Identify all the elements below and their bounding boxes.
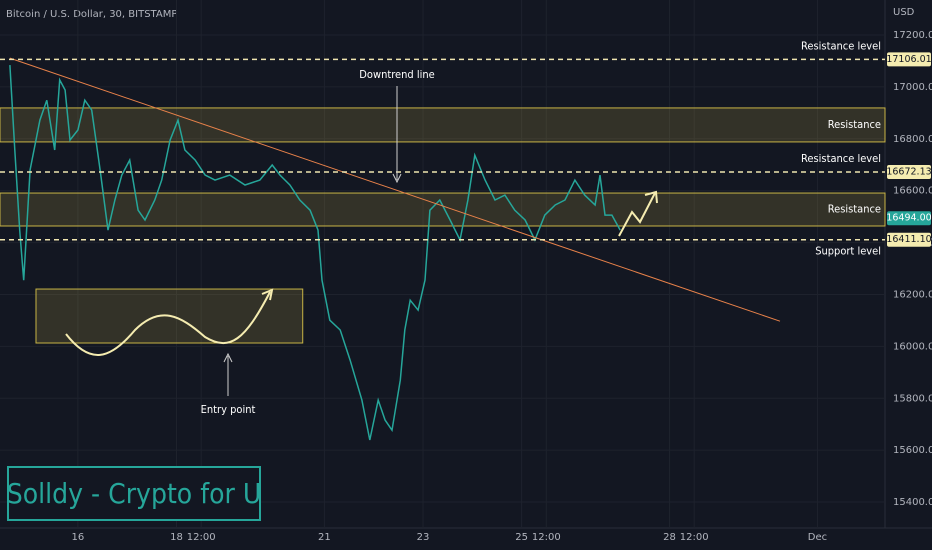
level-price: 17106.01 (886, 54, 931, 65)
x-tick-label: 25 (515, 532, 528, 543)
level-price-box (887, 164, 931, 179)
level-label: Support level (815, 245, 881, 258)
y-tick-label: 15600.00 (893, 445, 932, 456)
x-tick-label: Dec (808, 532, 827, 543)
level-price: 16411.10 (886, 234, 931, 245)
x-tick-label: 23 (417, 532, 430, 543)
chart-title: Bitcoin / U.S. Dollar, 30, BITSTAMP (6, 9, 177, 20)
y-tick-label: 16600.00 (893, 186, 932, 197)
zone-label: Resistance (828, 118, 881, 131)
x-tick-label: 12:00 (680, 532, 709, 543)
y-tick-label: 16800.00 (893, 134, 932, 145)
watermark: Solldy - Crypto for U (7, 477, 262, 510)
trend-label: Downtrend line (359, 68, 434, 81)
x-tick-label: 28 (663, 532, 676, 543)
projection-curve (65, 291, 271, 356)
level-price-box (887, 232, 931, 247)
level-label: Resistance level (801, 39, 881, 52)
arrow-head (261, 288, 274, 301)
level-label: Resistance level (801, 152, 881, 165)
y-tick-label: 16000.00 (893, 341, 932, 352)
y-tick-label: 15400.00 (893, 497, 932, 508)
resistance-zone (0, 107, 886, 143)
last-price-box (887, 211, 931, 226)
projection-arrow (618, 192, 656, 237)
y-tick-label: 15800.00 (893, 393, 932, 404)
watermark-box (7, 466, 261, 521)
entry-label: Entry point (201, 403, 256, 416)
arrow-head (392, 173, 402, 184)
arrow-head (223, 352, 233, 363)
level-price: 16672.13 (886, 166, 931, 177)
y-tick-label: 16200.00 (893, 289, 932, 300)
zone-label: Resistance (828, 203, 881, 216)
x-tick-label: 18 (170, 532, 183, 543)
y-tick-label: 17000.00 (893, 82, 932, 93)
x-tick-label: 16 (72, 532, 85, 543)
level-price-box (887, 52, 931, 67)
x-tick-label: 21 (318, 532, 331, 543)
price-line (9, 65, 621, 441)
y-tick-label: 17200.00 (893, 30, 932, 41)
resistance-zone (0, 192, 886, 227)
x-tick-label: 12:00 (187, 532, 216, 543)
arrow-head (644, 190, 658, 204)
currency-label: USD (893, 7, 915, 18)
last-price: 16494.00 (886, 213, 931, 224)
trend-line (9, 57, 781, 322)
x-tick-label: 12:00 (532, 532, 561, 543)
